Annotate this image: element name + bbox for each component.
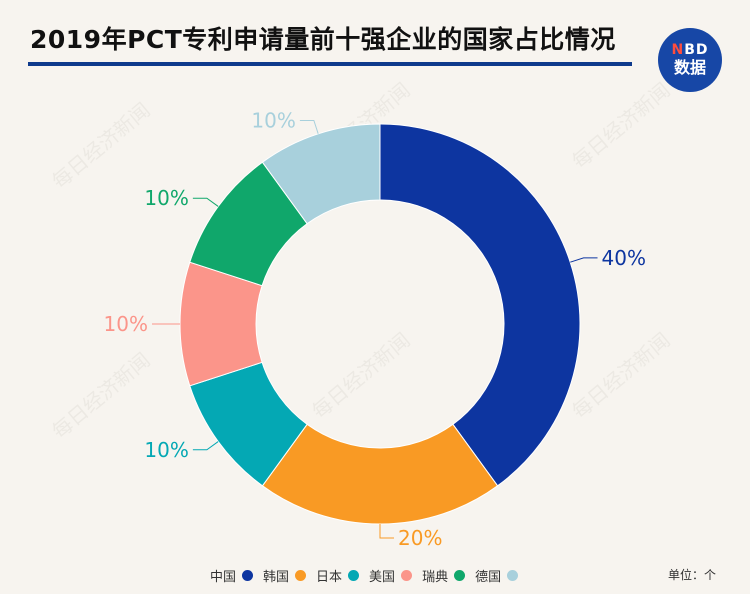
leader-line-5 [299, 119, 319, 134]
slice-0 [379, 123, 581, 487]
legend-item-0: 中国 [210, 566, 254, 585]
legend-label-1: 韩国 [263, 570, 290, 585]
legend: 中国 韩国 日本 美国 瑞典 德国 [210, 566, 519, 585]
legend-label-0: 中国 [210, 570, 237, 585]
data-label-1: 20% [398, 526, 442, 550]
title-underline [28, 62, 632, 66]
legend-swatch-0 [242, 570, 254, 581]
legend-label-5: 德国 [475, 570, 502, 585]
legend-item-3: 美国 [369, 566, 413, 585]
data-label-3: 10% [104, 312, 148, 336]
unit-label: 单位：个 [668, 568, 717, 582]
slice-1 [261, 423, 499, 525]
legend-swatch-3 [401, 570, 413, 581]
data-label-2: 10% [144, 438, 188, 462]
legend-swatch-1 [295, 570, 307, 581]
data-label-5: 10% [251, 108, 295, 132]
legend-item-4: 瑞典 [422, 566, 466, 585]
legend-swatch-2 [348, 570, 360, 581]
data-label-4: 10% [144, 186, 188, 210]
nbd-logo: NBD 数据 [658, 28, 722, 92]
legend-item-2: 日本 [316, 566, 360, 585]
leader-line-0 [570, 257, 598, 263]
leader-line-1 [379, 524, 394, 539]
legend-label-3: 美国 [369, 570, 396, 585]
legend-item-5: 德国 [475, 566, 519, 585]
leader-line-2 [192, 441, 219, 451]
slice-5 [261, 123, 381, 225]
legend-item-1: 韩国 [263, 566, 307, 585]
leader-line-4 [192, 197, 219, 207]
legend-label-2: 日本 [316, 570, 343, 585]
chart-title: 2019年PCT专利申请量前十强企业的国家占比情况 [30, 25, 616, 54]
legend-swatch-4 [454, 570, 466, 581]
legend-label-4: 瑞典 [422, 570, 449, 585]
legend-swatch-5 [507, 570, 519, 581]
data-label-0: 40% [602, 246, 646, 270]
